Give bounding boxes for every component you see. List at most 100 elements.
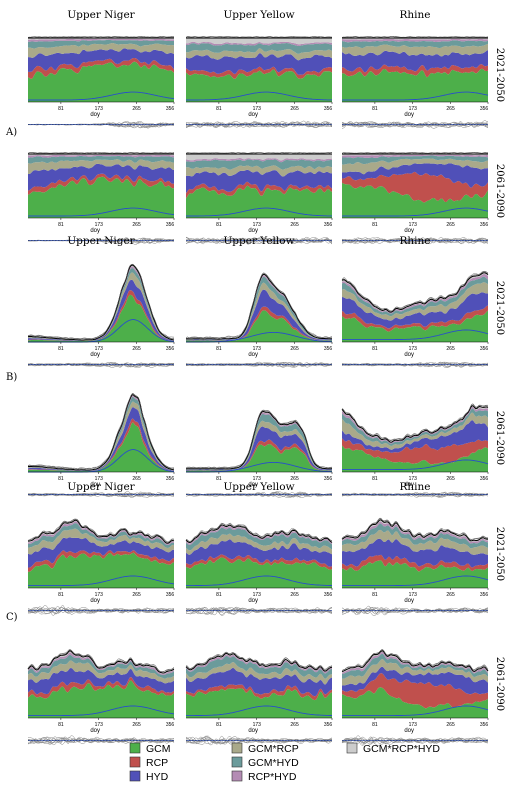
legend: GCM RCP HYD GCM*RCP GCM*HYD RCP*HYD GCM*RCP*HY… (130, 743, 440, 783)
period-label: 2061-2090 (494, 164, 505, 218)
x-axis-label: doy (90, 598, 100, 604)
x-tick-label: 81 (58, 476, 64, 482)
x-tick-label: 356 (480, 106, 489, 112)
x-tick-label: 356 (324, 476, 333, 482)
x-axis-label: doy (404, 352, 414, 358)
legend-label: RCP (146, 757, 168, 769)
legend-label: HYD (146, 771, 169, 783)
basin-title: Rhine (399, 9, 430, 21)
x-axis-label: doy (90, 228, 100, 234)
period-label: 2061-2090 (494, 657, 505, 711)
x-tick-label: 356 (166, 592, 175, 598)
x-tick-label: 81 (58, 106, 64, 112)
x-tick-label: 265 (290, 346, 299, 352)
x-axis-label: doy (90, 728, 100, 734)
x-tick-label: 265 (446, 222, 455, 228)
x-tick-label: 81 (372, 346, 378, 352)
period-label: 2061-2090 (494, 411, 505, 465)
x-tick-label: 265 (446, 592, 455, 598)
x-tick-label: 81 (372, 106, 378, 112)
x-tick-label: 81 (216, 346, 222, 352)
x-tick-label: 356 (480, 222, 489, 228)
x-tick-label: 356 (480, 476, 489, 482)
x-tick-label: 356 (166, 476, 175, 482)
x-tick-label: 81 (216, 222, 222, 228)
legend-swatch (130, 771, 140, 781)
panel-label: C) (6, 612, 18, 623)
x-tick-label: 81 (372, 722, 378, 728)
basin-title: Upper Niger (67, 9, 135, 21)
x-tick-label: 265 (290, 106, 299, 112)
legend-swatch (347, 743, 357, 753)
legend-label: GCM (146, 743, 171, 755)
legend-label: GCM*RCP (248, 743, 299, 755)
x-tick-label: 265 (446, 346, 455, 352)
x-tick-label: 81 (58, 222, 64, 228)
x-tick-label: 356 (166, 106, 175, 112)
x-tick-label: 265 (290, 722, 299, 728)
legend-label: GCM*RCP*HYD (363, 743, 440, 755)
x-tick-label: 265 (446, 106, 455, 112)
x-tick-label: 81 (216, 722, 222, 728)
panel-label: A) (5, 127, 17, 138)
x-tick-label: 81 (216, 592, 222, 598)
x-tick-label: 265 (446, 722, 455, 728)
x-tick-label: 81 (372, 222, 378, 228)
x-tick-label: 356 (324, 346, 333, 352)
x-axis-label: doy (248, 352, 258, 358)
x-tick-label: 81 (372, 592, 378, 598)
legend-swatch (232, 757, 242, 767)
x-tick-label: 356 (480, 592, 489, 598)
basin-title: Rhine (399, 481, 430, 493)
x-tick-label: 356 (480, 346, 489, 352)
x-tick-label: 356 (480, 722, 489, 728)
x-axis-label: doy (248, 598, 258, 604)
x-tick-label: 356 (324, 592, 333, 598)
x-tick-label: 265 (132, 222, 141, 228)
legend-label: GCM*HYD (248, 757, 299, 769)
x-tick-label: 81 (58, 346, 64, 352)
x-tick-label: 356 (166, 722, 175, 728)
legend-label: RCP*HYD (248, 771, 297, 783)
x-axis-label: doy (248, 728, 258, 734)
basin-title: Upper Yellow (223, 9, 294, 21)
x-axis-label: doy (404, 728, 414, 734)
x-tick-label: 265 (132, 106, 141, 112)
x-tick-label: 81 (58, 592, 64, 598)
x-tick-label: 356 (166, 222, 175, 228)
basin-title: Rhine (399, 235, 430, 247)
x-tick-label: 265 (446, 476, 455, 482)
legend-swatch (130, 743, 140, 753)
x-tick-label: 265 (290, 222, 299, 228)
period-label: 2021-2050 (494, 527, 505, 581)
x-tick-label: 81 (216, 476, 222, 482)
basin-title: Upper Yellow (223, 235, 294, 247)
period-label: 2021-2050 (494, 281, 505, 335)
x-tick-label: 265 (290, 592, 299, 598)
x-tick-label: 265 (132, 346, 141, 352)
x-tick-label: 356 (324, 722, 333, 728)
x-tick-label: 265 (132, 592, 141, 598)
period-label: 2021-2050 (494, 48, 505, 102)
x-axis-label: doy (90, 112, 100, 118)
x-tick-label: 356 (324, 222, 333, 228)
x-tick-label: 81 (372, 476, 378, 482)
panel-label: B) (6, 372, 17, 383)
basin-title: Upper Niger (67, 235, 135, 247)
x-axis-label: doy (90, 352, 100, 358)
x-tick-label: 81 (216, 106, 222, 112)
x-tick-label: 356 (324, 106, 333, 112)
